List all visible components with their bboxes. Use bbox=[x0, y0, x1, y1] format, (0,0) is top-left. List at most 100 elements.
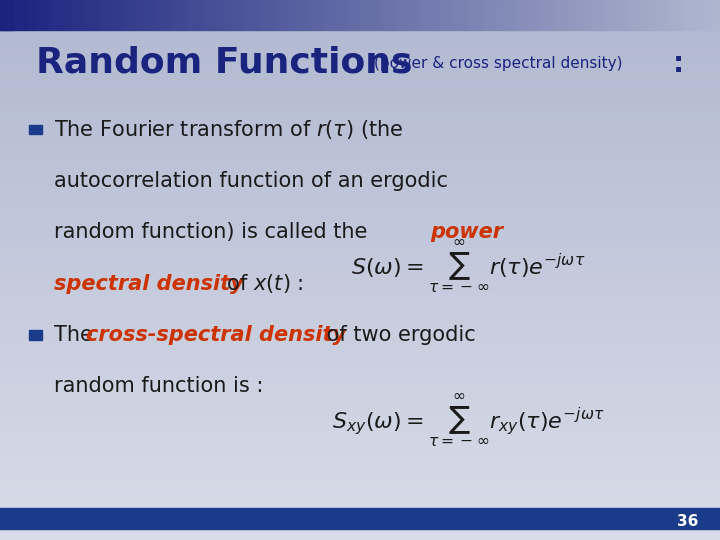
Bar bbox=[641, 0, 648, 30]
Bar bbox=[0, 513, 720, 518]
Bar bbox=[554, 0, 562, 30]
Bar bbox=[130, 0, 137, 30]
Bar bbox=[331, 0, 338, 30]
Bar bbox=[626, 0, 634, 30]
Bar bbox=[0, 97, 720, 103]
Bar bbox=[432, 0, 439, 30]
Bar bbox=[0, 151, 720, 157]
Bar bbox=[266, 0, 274, 30]
Bar bbox=[0, 437, 720, 443]
Bar bbox=[482, 0, 490, 30]
Bar bbox=[86, 0, 94, 30]
Bar bbox=[288, 0, 295, 30]
Bar bbox=[0, 221, 720, 227]
Bar bbox=[0, 119, 720, 124]
Bar bbox=[0, 340, 720, 346]
Bar bbox=[0, 362, 720, 367]
Bar bbox=[245, 0, 252, 30]
Bar bbox=[0, 378, 720, 383]
Bar bbox=[0, 518, 720, 524]
Bar bbox=[324, 0, 331, 30]
Bar bbox=[0, 459, 720, 464]
Bar bbox=[446, 0, 454, 30]
Bar bbox=[713, 0, 720, 30]
Bar bbox=[223, 0, 230, 30]
Bar bbox=[317, 0, 324, 30]
Bar bbox=[302, 0, 310, 30]
Bar bbox=[202, 0, 209, 30]
Bar bbox=[295, 0, 302, 30]
Bar bbox=[0, 146, 720, 151]
Bar bbox=[0, 400, 720, 405]
Bar bbox=[0, 508, 720, 513]
Bar bbox=[0, 529, 720, 535]
Bar bbox=[122, 0, 130, 30]
Bar bbox=[0, 16, 720, 22]
Bar bbox=[418, 0, 425, 30]
Text: $S(\omega) = \sum_{\tau=-\infty}^{\infty} r(\tau)e^{-j\omega\tau}$: $S(\omega) = \sum_{\tau=-\infty}^{\infty… bbox=[351, 239, 585, 296]
Bar bbox=[0, 394, 720, 400]
Bar bbox=[0, 76, 720, 81]
Bar bbox=[367, 0, 374, 30]
Bar bbox=[0, 302, 720, 308]
Bar bbox=[29, 0, 36, 30]
Bar bbox=[0, 32, 720, 38]
Text: random function) is called the: random function) is called the bbox=[54, 222, 374, 242]
Bar bbox=[0, 421, 720, 427]
Bar bbox=[0, 410, 720, 416]
Bar bbox=[389, 0, 396, 30]
Bar bbox=[0, 65, 720, 70]
Bar bbox=[137, 0, 144, 30]
Bar bbox=[511, 0, 518, 30]
Bar bbox=[454, 0, 461, 30]
Bar bbox=[619, 0, 626, 30]
Bar bbox=[576, 0, 583, 30]
Bar bbox=[274, 0, 281, 30]
Bar bbox=[281, 0, 288, 30]
Bar bbox=[0, 286, 720, 292]
Bar bbox=[0, 297, 720, 302]
Bar bbox=[0, 216, 720, 221]
Bar bbox=[0, 108, 720, 113]
Bar bbox=[0, 259, 720, 265]
Bar bbox=[0, 432, 720, 437]
Bar bbox=[691, 0, 698, 30]
Bar bbox=[0, 427, 720, 432]
Bar bbox=[36, 0, 43, 30]
Bar bbox=[0, 248, 720, 254]
Bar bbox=[101, 0, 108, 30]
Bar bbox=[209, 0, 216, 30]
Bar bbox=[0, 319, 720, 324]
Bar bbox=[0, 356, 720, 362]
Bar bbox=[0, 178, 720, 184]
Bar bbox=[0, 281, 720, 286]
Bar bbox=[0, 292, 720, 297]
Bar bbox=[0, 43, 720, 49]
Bar bbox=[382, 0, 389, 30]
Bar bbox=[151, 0, 158, 30]
Bar bbox=[216, 0, 223, 30]
Bar bbox=[14, 0, 22, 30]
Bar bbox=[0, 124, 720, 130]
Text: 36: 36 bbox=[677, 514, 698, 529]
Bar bbox=[0, 103, 720, 108]
Bar bbox=[533, 0, 540, 30]
Bar bbox=[0, 167, 720, 173]
Bar bbox=[475, 0, 482, 30]
Bar bbox=[0, 470, 720, 475]
Bar bbox=[58, 0, 65, 30]
Bar bbox=[583, 0, 590, 30]
Bar bbox=[0, 140, 720, 146]
Bar bbox=[612, 0, 619, 30]
Bar bbox=[346, 0, 353, 30]
Bar bbox=[504, 0, 511, 30]
Bar bbox=[0, 265, 720, 270]
Bar bbox=[634, 0, 641, 30]
Bar bbox=[180, 0, 187, 30]
Bar bbox=[403, 0, 410, 30]
Bar bbox=[0, 329, 720, 335]
Bar bbox=[490, 0, 497, 30]
Text: random function is :: random function is : bbox=[54, 376, 264, 396]
Text: power: power bbox=[431, 222, 503, 242]
Bar bbox=[310, 0, 317, 30]
